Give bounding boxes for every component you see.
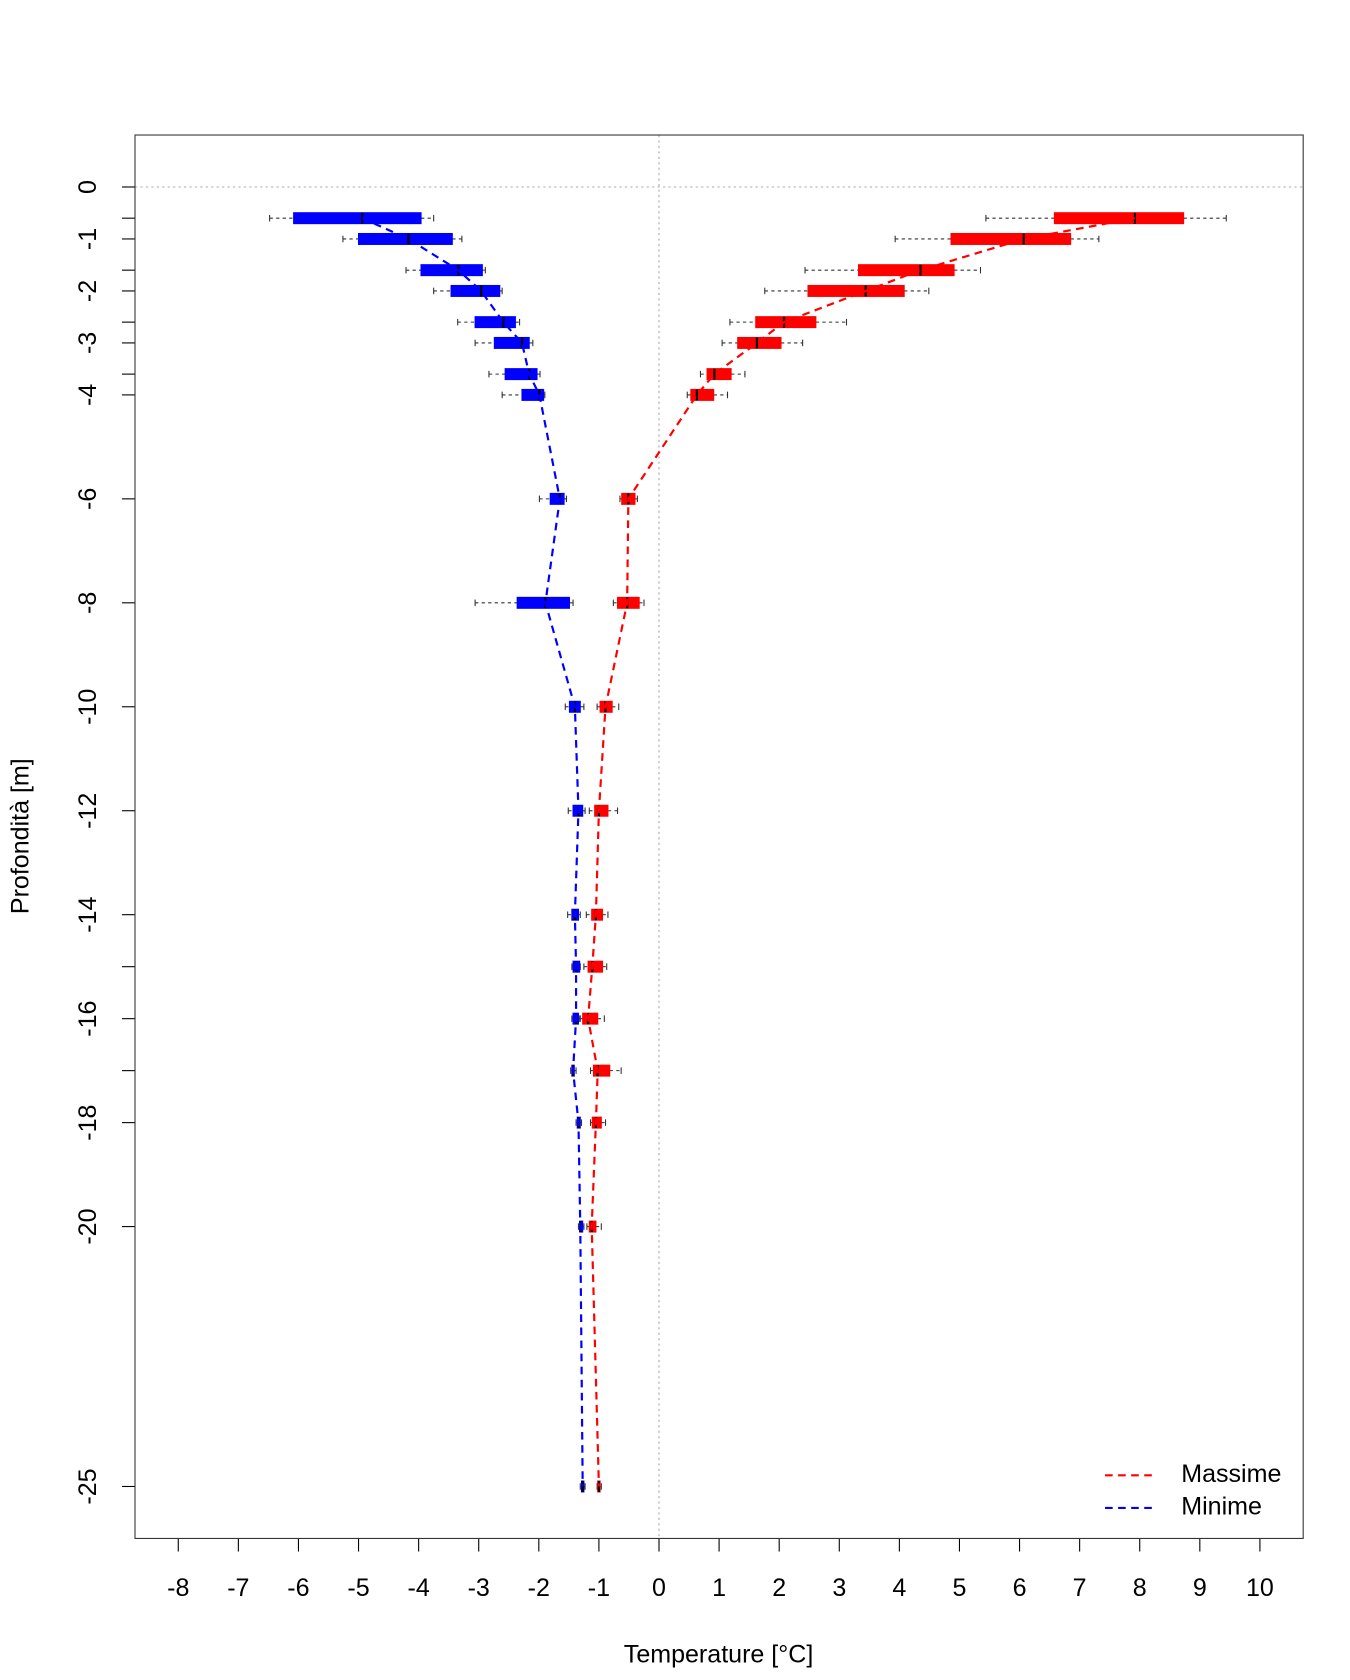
y-tick-label: -8 — [74, 592, 102, 614]
box — [807, 284, 905, 297]
x-tick-label: 6 — [1013, 1574, 1027, 1602]
box — [516, 596, 571, 609]
x-tick-label: 7 — [1073, 1574, 1087, 1602]
box — [521, 388, 545, 401]
x-tick-label: 9 — [1193, 1574, 1207, 1602]
median-line — [586, 217, 1136, 1487]
x-tick-label: -5 — [347, 1574, 369, 1602]
box — [950, 232, 1072, 245]
y-axis-label: Profondità [m] — [6, 758, 34, 914]
box — [549, 492, 565, 505]
y-tick-label: -1 — [74, 228, 102, 250]
box — [592, 1064, 611, 1077]
x-tick-label: 10 — [1246, 1574, 1274, 1602]
y-tick-label: -6 — [74, 488, 102, 510]
box — [504, 368, 538, 381]
x-tick-label: 5 — [952, 1574, 966, 1602]
y-tick-label: -3 — [74, 332, 102, 354]
x-tick-label: 0 — [652, 1574, 666, 1602]
x-tick-label: 2 — [772, 1574, 786, 1602]
y-tick-label: -18 — [74, 1105, 102, 1141]
box — [737, 336, 782, 349]
x-tick-label: -7 — [227, 1574, 249, 1602]
y-tick-label: -20 — [74, 1208, 102, 1244]
x-tick-label: -2 — [528, 1574, 550, 1602]
y-tick-label: 0 — [74, 180, 102, 194]
box — [591, 908, 604, 921]
y-tick-label: -10 — [74, 689, 102, 725]
x-tick-label: 3 — [832, 1574, 846, 1602]
x-tick-label: -1 — [588, 1574, 610, 1602]
y-tick-label: -12 — [74, 793, 102, 829]
x-tick-label: 4 — [892, 1574, 906, 1602]
box — [1053, 212, 1185, 225]
box — [357, 232, 453, 245]
y-tick-label: -4 — [74, 384, 102, 406]
x-tick-label: 1 — [712, 1574, 726, 1602]
box — [582, 1012, 599, 1025]
legend-label: Massime — [1181, 1460, 1281, 1488]
plot-frame — [134, 134, 1304, 1540]
y-tick-label: -16 — [74, 1001, 102, 1037]
box — [587, 960, 604, 973]
x-axis-label: Temperature [°C] — [624, 1641, 813, 1669]
y-tick-label: -14 — [74, 897, 102, 933]
y-tick-label: -25 — [74, 1468, 102, 1504]
x-tick-label: -8 — [167, 1574, 189, 1602]
box — [755, 316, 817, 329]
box — [420, 264, 483, 277]
x-tick-label: -6 — [287, 1574, 309, 1602]
x-tick-label: 8 — [1133, 1574, 1147, 1602]
x-tick-label: -3 — [468, 1574, 490, 1602]
y-tick-label: -2 — [74, 280, 102, 302]
box — [706, 368, 732, 381]
box — [857, 264, 955, 277]
x-tick-label: -4 — [408, 1574, 430, 1602]
box — [594, 804, 609, 817]
median-line — [361, 217, 584, 1487]
box — [616, 596, 640, 609]
box — [493, 336, 530, 349]
legend-label: Minime — [1181, 1493, 1262, 1521]
box — [293, 212, 422, 225]
box — [474, 316, 516, 329]
